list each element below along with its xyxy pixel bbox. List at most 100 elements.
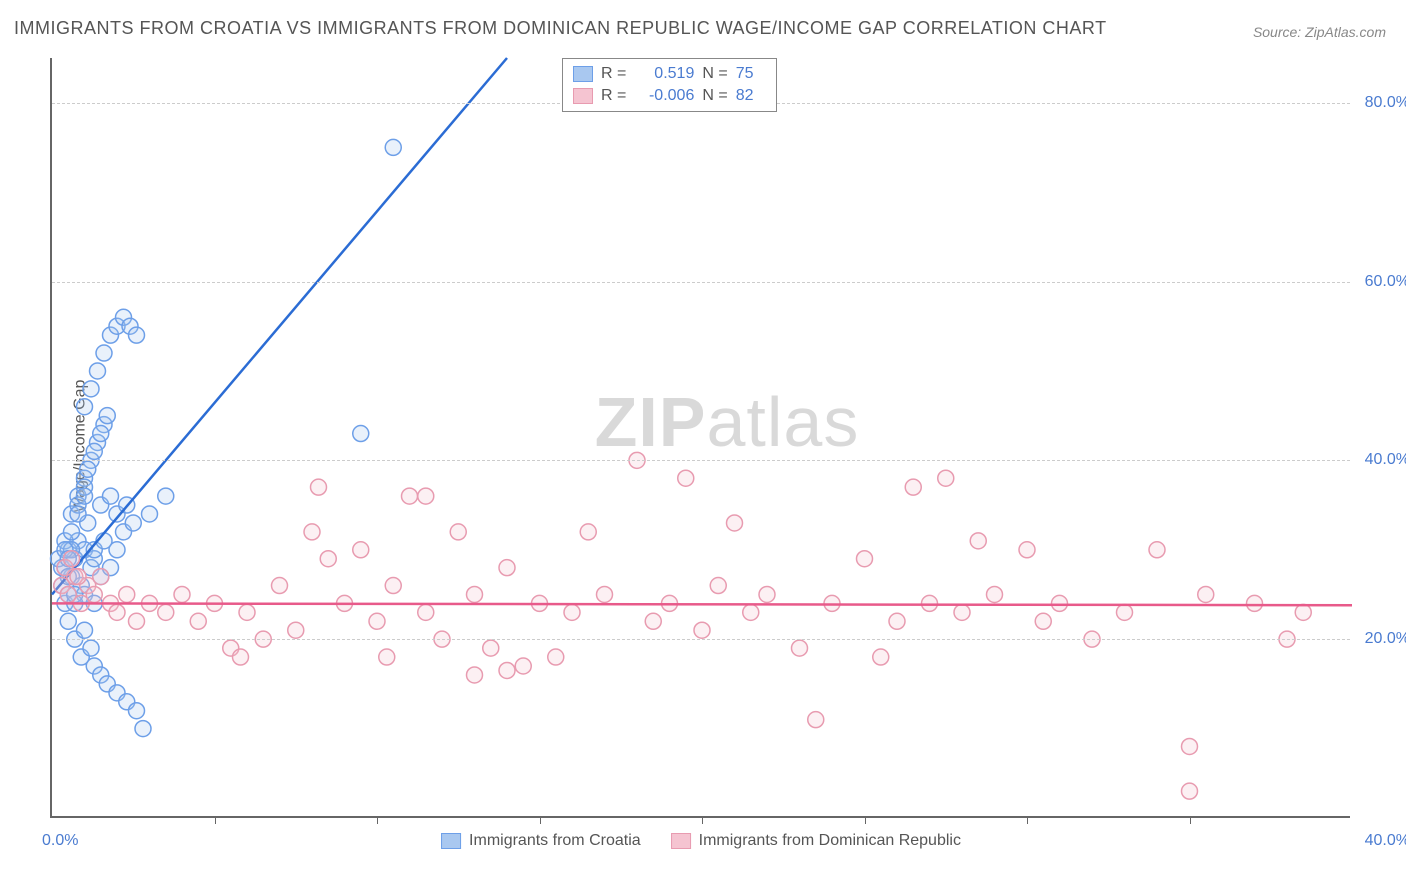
legend-correlation: R = 0.519 N = 75 R = -0.006 N = 82 [562, 58, 777, 112]
chart-container: IMMIGRANTS FROM CROATIA VS IMMIGRANTS FR… [0, 0, 1406, 892]
data-point-series-1 [597, 586, 613, 602]
data-point-series-0 [70, 506, 86, 522]
data-point-series-0 [96, 345, 112, 361]
data-point-series-1 [86, 586, 102, 602]
data-point-series-0 [77, 488, 93, 504]
legend-series-item-0: Immigrants from Croatia [441, 832, 641, 850]
data-point-series-1 [369, 613, 385, 629]
data-point-series-1 [304, 524, 320, 540]
data-point-series-0 [77, 622, 93, 638]
data-point-series-0 [142, 506, 158, 522]
data-point-series-1 [119, 586, 135, 602]
data-point-series-1 [808, 712, 824, 728]
data-point-series-1 [1019, 542, 1035, 558]
data-point-series-1 [70, 569, 86, 585]
data-point-series-1 [129, 613, 145, 629]
data-point-series-1 [467, 667, 483, 683]
data-point-series-1 [970, 533, 986, 549]
swatch-series-1-bottom [671, 833, 691, 849]
data-point-series-1 [938, 470, 954, 486]
y-axis-tick-label: 80.0% [1355, 94, 1406, 112]
chart-title: IMMIGRANTS FROM CROATIA VS IMMIGRANTS FR… [14, 18, 1107, 39]
data-point-series-1 [418, 604, 434, 620]
data-point-series-1 [548, 649, 564, 665]
data-point-series-1 [320, 551, 336, 567]
y-axis-tick-label: 20.0% [1355, 630, 1406, 648]
data-point-series-1 [889, 613, 905, 629]
data-point-series-1 [64, 551, 80, 567]
data-point-series-1 [418, 488, 434, 504]
data-point-series-0 [125, 515, 141, 531]
data-point-series-1 [1035, 613, 1051, 629]
data-point-series-1 [499, 560, 515, 576]
source-label: Source: ZipAtlas.com [1253, 24, 1386, 40]
data-point-series-1 [1247, 595, 1263, 611]
plot-area: ZIPatlas R = 0.519 N = 75 R = -0.006 N =… [50, 58, 1350, 818]
legend-correlation-row-1: R = -0.006 N = 82 [573, 85, 766, 107]
data-point-series-1 [1182, 783, 1198, 799]
data-point-series-0 [90, 363, 106, 379]
data-point-series-1 [564, 604, 580, 620]
data-point-series-1 [402, 488, 418, 504]
data-point-series-1 [93, 569, 109, 585]
data-point-series-0 [80, 461, 96, 477]
data-point-series-1 [233, 649, 249, 665]
data-point-series-0 [60, 613, 76, 629]
data-point-series-1 [515, 658, 531, 674]
gridline-y [52, 460, 1350, 461]
data-point-series-0 [129, 703, 145, 719]
x-axis-tick [1190, 816, 1191, 824]
plot-svg [52, 58, 1350, 816]
x-axis-tick [377, 816, 378, 824]
data-point-series-1 [792, 640, 808, 656]
data-point-series-1 [905, 479, 921, 495]
data-point-series-1 [499, 662, 515, 678]
swatch-series-0 [573, 66, 593, 82]
x-axis-tick [215, 816, 216, 824]
x-axis-tick-label-right: 40.0% [1365, 832, 1406, 850]
data-point-series-0 [64, 524, 80, 540]
data-point-series-1 [710, 578, 726, 594]
data-point-series-1 [353, 542, 369, 558]
data-point-series-1 [857, 551, 873, 567]
data-point-series-1 [759, 586, 775, 602]
data-point-series-1 [190, 613, 206, 629]
y-axis-tick-label: 40.0% [1355, 451, 1406, 469]
data-point-series-1 [694, 622, 710, 638]
data-point-series-0 [158, 488, 174, 504]
data-point-series-0 [77, 399, 93, 415]
data-point-series-1 [467, 586, 483, 602]
data-point-series-1 [158, 604, 174, 620]
legend-correlation-row-0: R = 0.519 N = 75 [573, 63, 766, 85]
data-point-series-1 [174, 586, 190, 602]
data-point-series-1 [1295, 604, 1311, 620]
data-point-series-1 [109, 604, 125, 620]
data-point-series-0 [353, 426, 369, 442]
data-point-series-1 [727, 515, 743, 531]
data-point-series-0 [129, 327, 145, 343]
data-point-series-1 [987, 586, 1003, 602]
data-point-series-0 [93, 426, 109, 442]
x-axis-tick [702, 816, 703, 824]
legend-series-item-1: Immigrants from Dominican Republic [671, 832, 961, 850]
x-axis-tick [1027, 816, 1028, 824]
data-point-series-1 [1117, 604, 1133, 620]
data-point-series-1 [379, 649, 395, 665]
data-point-series-0 [385, 139, 401, 155]
data-point-series-1 [385, 578, 401, 594]
data-point-series-0 [135, 721, 151, 737]
data-point-series-1 [1198, 586, 1214, 602]
data-point-series-1 [954, 604, 970, 620]
data-point-series-1 [678, 470, 694, 486]
legend-series: Immigrants from Croatia Immigrants from … [441, 832, 961, 850]
data-point-series-1 [272, 578, 288, 594]
x-axis-tick [865, 816, 866, 824]
y-axis-tick-label: 60.0% [1355, 273, 1406, 291]
data-point-series-1 [873, 649, 889, 665]
data-point-series-0 [99, 408, 115, 424]
data-point-series-1 [743, 604, 759, 620]
x-axis-tick [540, 816, 541, 824]
data-point-series-1 [239, 604, 255, 620]
data-point-series-1 [311, 479, 327, 495]
data-point-series-1 [288, 622, 304, 638]
